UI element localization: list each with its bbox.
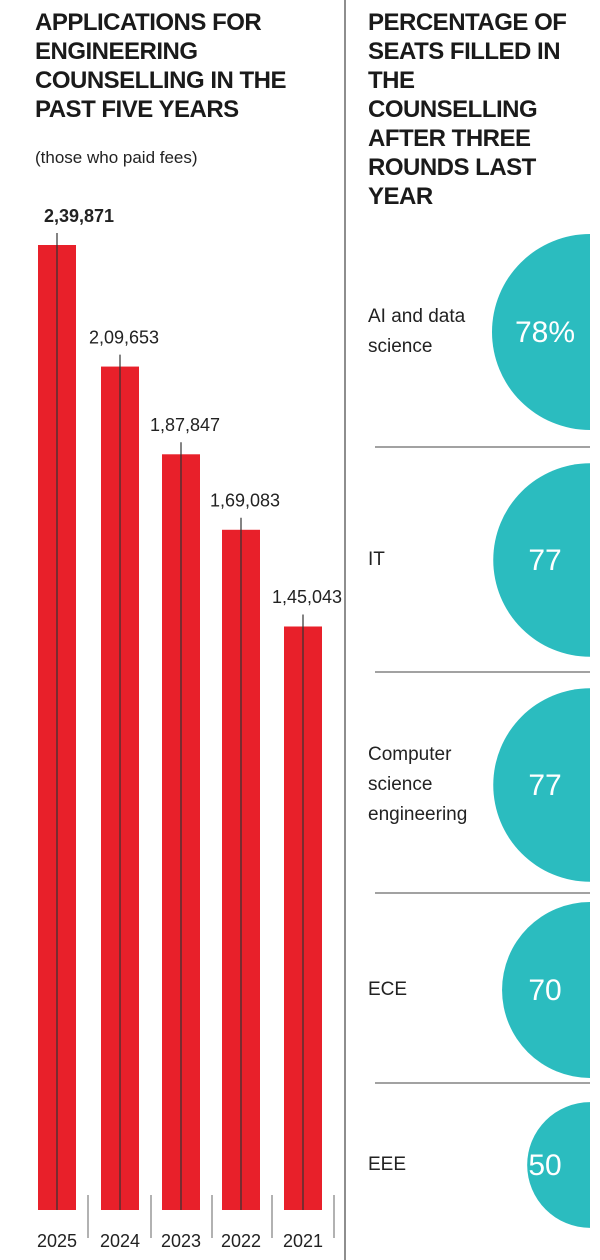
- x-tick-label: 2023: [161, 1231, 201, 1251]
- value-label: 2,09,653: [89, 327, 159, 347]
- x-tick-label: 2022: [221, 1231, 261, 1251]
- value-label: 1,87,847: [150, 415, 220, 435]
- value-label: 1,45,043: [272, 587, 342, 607]
- value-label: 78%: [515, 316, 575, 349]
- x-tick-label: 2025: [37, 1231, 77, 1251]
- value-label: 77: [528, 544, 561, 577]
- category-label: ECE: [368, 979, 408, 1000]
- value-label: 50: [528, 1149, 561, 1182]
- category-label: Computer science engineering: [368, 744, 468, 825]
- value-label: 2,39,871: [44, 206, 114, 226]
- chart-subtitle: (those who paid fees): [35, 148, 198, 167]
- category-label: IT: [368, 549, 385, 570]
- value-label: 1,69,083: [210, 491, 280, 511]
- value-label: 70: [528, 974, 561, 1007]
- category-label: EEE: [368, 1154, 407, 1175]
- semicircle: [493, 463, 590, 657]
- value-label: 77: [528, 769, 561, 802]
- chart-title: PERCENTAGE OF SEATS FILLED IN THE COUNSE…: [368, 9, 567, 210]
- x-tick-label: 2021: [283, 1231, 323, 1251]
- semicircle: [492, 234, 590, 430]
- category-label: AI and data science: [368, 306, 466, 357]
- x-tick-label: 2024: [100, 1231, 140, 1251]
- semicircle: [502, 902, 590, 1078]
- semicircle: [493, 688, 590, 882]
- chart-title: APPLICATIONS FOR ENGINEERING COUNSELLING…: [35, 9, 287, 123]
- semicircle: [527, 1102, 590, 1228]
